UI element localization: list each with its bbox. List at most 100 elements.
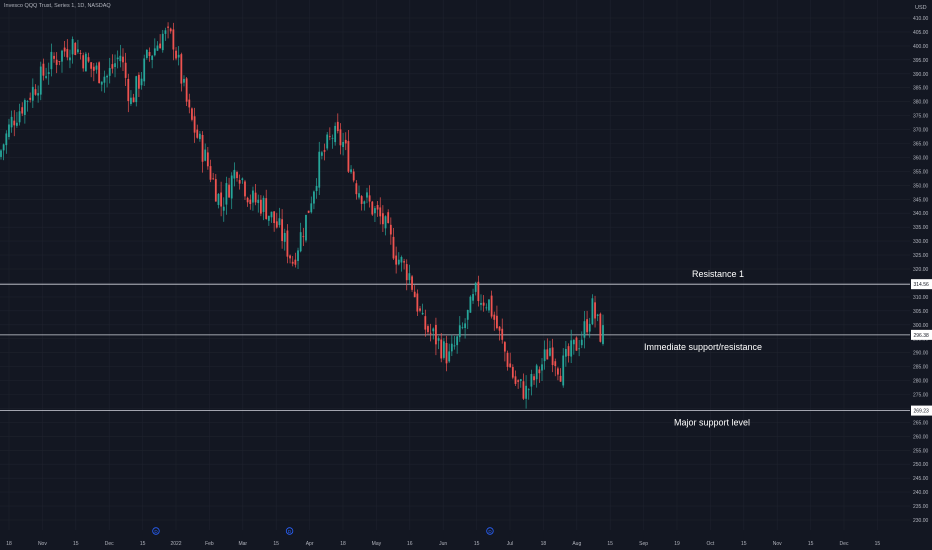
candle-body bbox=[233, 169, 236, 179]
candle-body bbox=[143, 58, 146, 82]
candle-body bbox=[326, 134, 329, 149]
candle-body bbox=[435, 324, 437, 345]
candle-body bbox=[98, 62, 101, 83]
candle-body bbox=[355, 183, 358, 195]
dividend-marker-icon bbox=[152, 527, 160, 535]
candle-body bbox=[485, 307, 488, 309]
grid bbox=[0, 0, 910, 530]
y-tick-label: 245.00 bbox=[913, 476, 929, 482]
candle-body bbox=[493, 314, 496, 320]
candle-body bbox=[564, 349, 567, 357]
x-tick-label: 15 bbox=[607, 541, 613, 547]
x-tick-label: Dec bbox=[105, 541, 114, 547]
candle-body bbox=[472, 294, 474, 301]
candle-body bbox=[275, 221, 278, 228]
candle-body bbox=[315, 185, 318, 191]
candle-body bbox=[318, 151, 321, 188]
candle-body bbox=[488, 299, 490, 311]
price-axis[interactable]: 410.00 405.00 400.00 395.00 390.00 385.00 380.… bbox=[911, 16, 932, 524]
candle-body bbox=[103, 76, 106, 83]
y-tick-label: 310.00 bbox=[913, 295, 929, 301]
x-tick-label: 18 bbox=[541, 541, 547, 547]
candle-body bbox=[230, 175, 233, 199]
candle-body bbox=[498, 326, 501, 331]
x-tick-label: 15 bbox=[73, 541, 79, 547]
candle-body bbox=[206, 152, 209, 167]
candle-body bbox=[82, 55, 85, 69]
y-tick-label: 305.00 bbox=[913, 309, 929, 315]
x-tick-label: 15 bbox=[808, 541, 814, 547]
y-tick-label: 255.00 bbox=[913, 448, 929, 454]
candle-body bbox=[458, 325, 461, 338]
candle-body bbox=[350, 169, 352, 173]
candle-body bbox=[424, 316, 427, 330]
candle-body bbox=[413, 291, 416, 298]
candle-body bbox=[273, 211, 276, 224]
y-tick-label: 395.00 bbox=[913, 58, 929, 64]
dividend-marker-label: D bbox=[488, 529, 492, 534]
y-tick-label: 380.00 bbox=[913, 100, 929, 106]
candle-body bbox=[522, 381, 525, 399]
candle-body bbox=[265, 198, 268, 219]
x-tick-label: May bbox=[372, 541, 382, 547]
candle-body bbox=[29, 97, 32, 100]
candle-body bbox=[506, 352, 509, 367]
candle-body bbox=[580, 339, 583, 346]
candle-body bbox=[188, 99, 191, 108]
level-price-box bbox=[911, 279, 932, 290]
candle-body bbox=[336, 121, 339, 132]
y-tick-label: 320.00 bbox=[913, 267, 929, 273]
candle-body bbox=[180, 54, 183, 84]
y-tick-label: 350.00 bbox=[913, 183, 929, 189]
candle-body bbox=[381, 213, 384, 225]
y-tick-label: 290.00 bbox=[913, 351, 929, 357]
candle-body bbox=[419, 308, 421, 311]
candle-body bbox=[2, 144, 5, 151]
candle-body bbox=[45, 76, 47, 78]
candle-body bbox=[58, 61, 61, 62]
candle-body bbox=[164, 30, 167, 34]
candle-body bbox=[461, 327, 464, 329]
candle-body bbox=[421, 312, 424, 315]
y-tick-label: 410.00 bbox=[913, 16, 929, 22]
candle-body bbox=[538, 369, 541, 374]
candle-body bbox=[503, 342, 506, 352]
candle-body bbox=[39, 66, 42, 95]
candle-body bbox=[450, 343, 453, 352]
candle-body bbox=[124, 62, 127, 78]
x-tick-label: 16 bbox=[407, 541, 413, 547]
candle-body bbox=[31, 86, 34, 101]
time-axis[interactable]: 18 Nov 15 Dec 15 2022 Feb Mar 15 Apr 18 May 16 Jun 15 J… bbox=[6, 541, 880, 547]
candle-body bbox=[374, 208, 376, 214]
candle-body bbox=[464, 323, 466, 329]
y-tick-label: 340.00 bbox=[913, 211, 929, 217]
candle-body bbox=[416, 293, 419, 312]
candle-body bbox=[387, 212, 390, 224]
level-price-box bbox=[911, 405, 932, 416]
candle-body bbox=[270, 211, 273, 218]
candle-body bbox=[572, 339, 575, 345]
candle-body bbox=[371, 201, 374, 215]
candle-body bbox=[8, 124, 10, 137]
candle-body bbox=[156, 45, 159, 51]
candle-body bbox=[84, 53, 87, 72]
candle-body bbox=[214, 179, 217, 202]
level-annotation: Immediate support/resistance bbox=[644, 342, 762, 352]
candle-body bbox=[299, 232, 302, 252]
y-tick-label: 325.00 bbox=[913, 253, 929, 259]
candle-body bbox=[559, 375, 562, 382]
candle-body bbox=[437, 338, 440, 341]
candle-body bbox=[445, 343, 448, 364]
dividend-marker-label: D bbox=[288, 529, 292, 534]
candle-body bbox=[252, 190, 254, 203]
x-tick-label: Mar bbox=[238, 541, 247, 547]
candle-body bbox=[259, 199, 262, 214]
candle-body bbox=[310, 203, 313, 213]
candle-body bbox=[127, 79, 130, 102]
candle-body bbox=[148, 52, 151, 57]
x-tick-label: Apr bbox=[306, 541, 314, 547]
candle-body bbox=[5, 133, 8, 146]
candle-body bbox=[384, 216, 387, 229]
